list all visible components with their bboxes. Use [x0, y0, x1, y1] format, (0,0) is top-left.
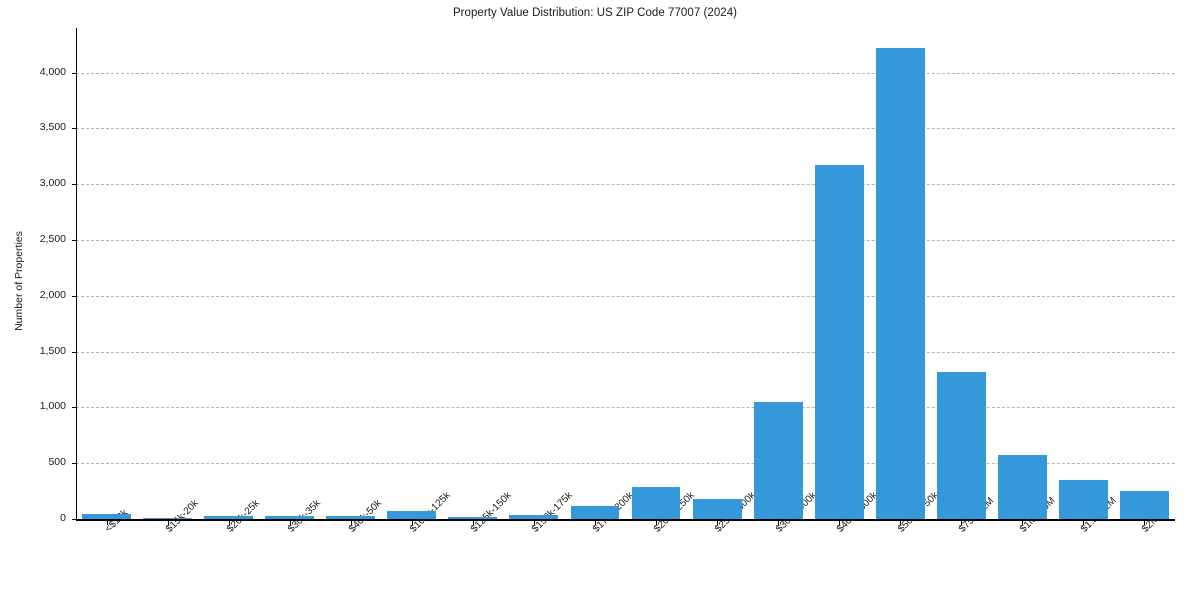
x-tick-mark: [167, 521, 169, 525]
y-tick-label: 2,000: [39, 288, 66, 301]
y-tick-mark: [72, 240, 76, 242]
bar[interactable]: [448, 517, 498, 519]
bar[interactable]: [814, 165, 864, 519]
bar[interactable]: [143, 517, 192, 519]
chart-title: Property Value Distribution: US ZIP Code…: [452, 7, 738, 19]
gridline: [76, 295, 1175, 297]
y-tick-mark: [72, 463, 76, 465]
y-axis-line: [76, 28, 77, 520]
y-axis-title: Number of Properties: [13, 231, 25, 331]
y-tick-mark: [72, 295, 76, 297]
bar[interactable]: [997, 455, 1047, 519]
x-tick-mark: [350, 521, 352, 525]
x-tick-mark: [839, 521, 841, 525]
y-tick-label: 3,000: [39, 177, 66, 190]
bar[interactable]: [1120, 491, 1169, 519]
y-tick-mark: [72, 184, 76, 186]
x-tick-mark: [594, 521, 596, 525]
bar[interactable]: [692, 499, 742, 519]
x-tick-mark: [1022, 521, 1024, 525]
x-tick-mark: [1144, 521, 1146, 525]
bar[interactable]: [570, 505, 620, 519]
y-tick-mark: [72, 407, 76, 409]
y-tick-label: 0: [60, 512, 66, 524]
x-tick-mark: [228, 521, 230, 525]
gridline: [76, 463, 1175, 465]
bar[interactable]: [326, 516, 376, 519]
gridline: [76, 184, 1175, 186]
y-tick-label: 1,000: [39, 400, 66, 413]
x-tick-mark: [961, 521, 963, 525]
bar[interactable]: [387, 511, 437, 519]
x-tick-mark: [472, 521, 474, 525]
y-tick-label: 1,500: [39, 344, 66, 357]
x-tick-mark: [656, 521, 658, 525]
bar[interactable]: [1058, 479, 1108, 519]
y-tick-mark: [72, 351, 76, 353]
x-tick-mark: [900, 521, 902, 525]
y-tick-mark: [72, 72, 76, 74]
bar[interactable]: [936, 371, 986, 519]
bar[interactable]: [753, 402, 803, 519]
x-tick-mark: [411, 521, 413, 525]
bar[interactable]: [265, 516, 315, 519]
bars-layer: [76, 28, 1175, 519]
bar[interactable]: [82, 513, 131, 519]
x-tick-mark: [289, 521, 291, 525]
x-tick-mark: [1083, 521, 1085, 525]
gridline: [76, 240, 1175, 242]
bar[interactable]: [631, 487, 681, 519]
x-tick-mark: [778, 521, 780, 525]
bar[interactable]: [875, 48, 925, 519]
y-tick-label: 4,000: [39, 65, 66, 78]
gridline: [76, 128, 1175, 130]
gridline: [76, 72, 1175, 74]
x-tick-mark: [106, 521, 108, 525]
x-tick-mark: [533, 521, 535, 525]
plot-area: [76, 28, 1175, 519]
x-tick-mark: [717, 521, 719, 525]
bar[interactable]: [509, 515, 559, 519]
y-tick-mark: [72, 519, 76, 520]
x-axis-line: [76, 519, 1175, 521]
y-tick-label: 3,500: [39, 121, 66, 134]
y-tick-mark: [72, 128, 76, 130]
gridline: [76, 351, 1175, 353]
y-tick-label: 500: [48, 456, 66, 469]
gridline: [76, 407, 1175, 409]
bar[interactable]: [204, 516, 254, 519]
y-tick-label: 2,500: [39, 233, 66, 246]
